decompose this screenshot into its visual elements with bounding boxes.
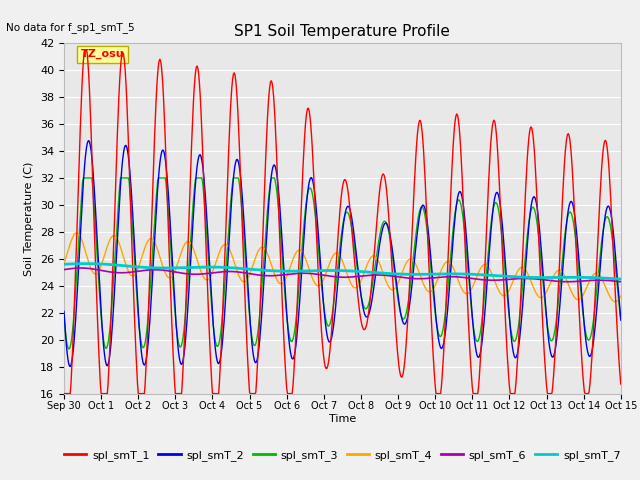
- Legend: spl_smT_1, spl_smT_2, spl_smT_3, spl_smT_4, spl_smT_6, spl_smT_7: spl_smT_1, spl_smT_2, spl_smT_3, spl_smT…: [60, 445, 625, 465]
- X-axis label: Time: Time: [329, 414, 356, 424]
- Title: SP1 Soil Temperature Profile: SP1 Soil Temperature Profile: [234, 24, 451, 39]
- Y-axis label: Soil Temperature (C): Soil Temperature (C): [24, 161, 35, 276]
- Text: TZ_osu: TZ_osu: [81, 49, 124, 60]
- Text: No data for f_sp1_smT_5: No data for f_sp1_smT_5: [6, 22, 135, 33]
